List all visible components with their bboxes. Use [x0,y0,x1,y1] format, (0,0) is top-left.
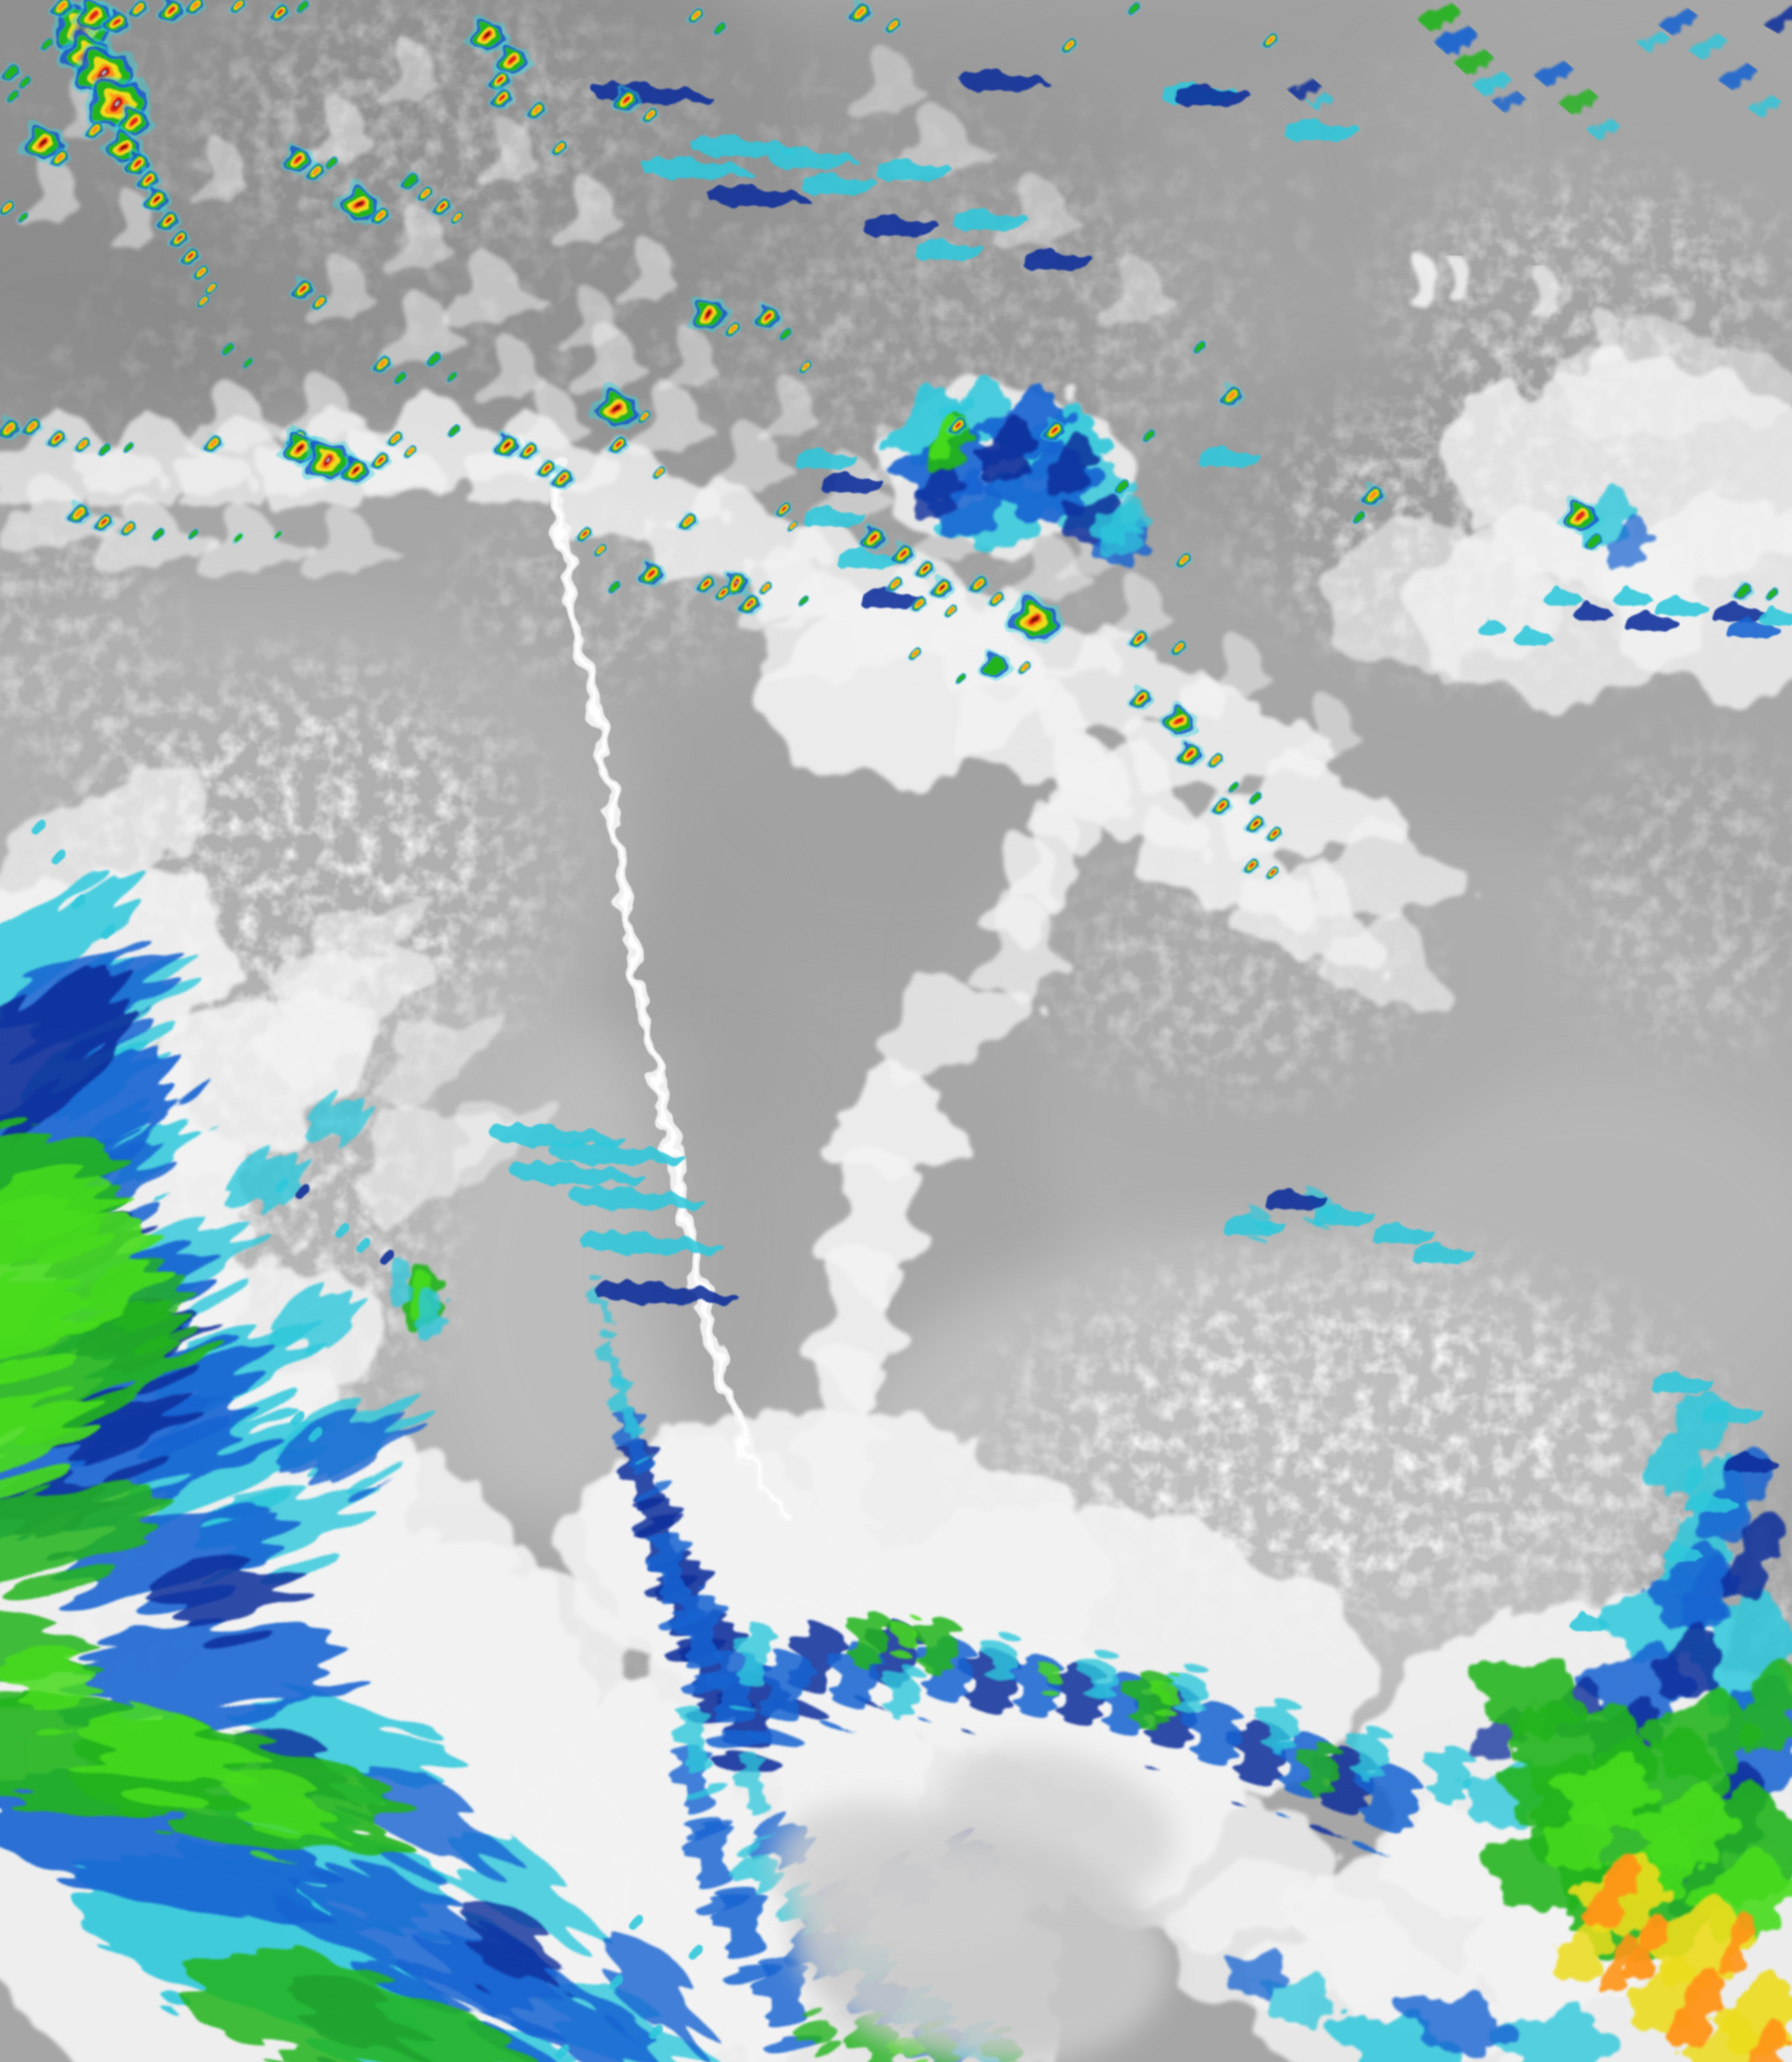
scene-layers [0,0,1792,2062]
satellite-image [0,0,1792,2062]
sensor-grain-overlay [0,0,1792,2062]
satellite-canvas [0,0,1792,2062]
